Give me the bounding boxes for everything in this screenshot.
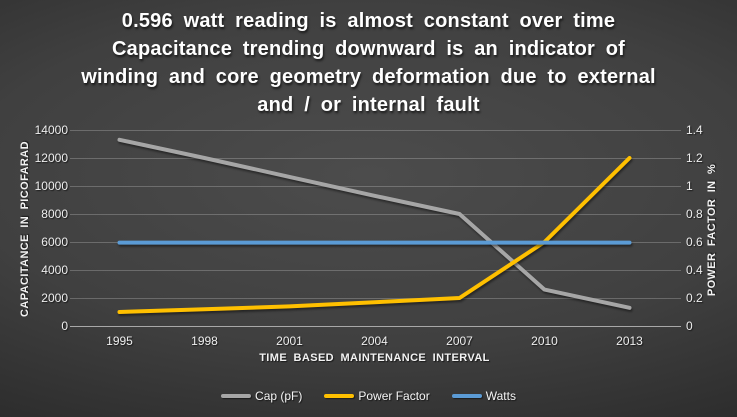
chart-title-line-2: Capacitance trending downward is an indi… bbox=[112, 38, 625, 60]
y-right-tick-label: 1.4 bbox=[686, 123, 703, 137]
x-tick-label: 2013 bbox=[616, 334, 643, 348]
x-tick-label: 2001 bbox=[276, 334, 303, 348]
legend-item-watts: Watts bbox=[451, 389, 516, 403]
series-line-power-factor bbox=[117, 156, 632, 314]
legend-swatch-cap-icon bbox=[221, 394, 252, 398]
legend-swatch-power-factor-icon bbox=[324, 394, 355, 398]
chart-title: 0.596 watt reading is almost constant ov… bbox=[0, 7, 737, 119]
y-left-tick-label: 4000 bbox=[41, 263, 68, 277]
y-left-tick-label: 8000 bbox=[41, 207, 68, 221]
x-axis-title: TIME BASED MAINTENANCE INTERVAL bbox=[259, 352, 490, 364]
chart-legend: Cap (pF) Power Factor Watts bbox=[0, 389, 737, 403]
x-tick-label: 1995 bbox=[106, 334, 133, 348]
x-tick-label: 2004 bbox=[361, 334, 388, 348]
y-right-tick-label: 0.8 bbox=[686, 207, 703, 221]
y-right-tick-label: 0 bbox=[686, 319, 693, 333]
y-left-tick-label: 10000 bbox=[34, 179, 68, 193]
chart-title-line-3: winding and core geometry deformation du… bbox=[81, 66, 656, 88]
y-left-tick-label: 12000 bbox=[34, 151, 68, 165]
legend-label-power-factor: Power Factor bbox=[358, 389, 430, 403]
series-line-cap-pf bbox=[117, 137, 632, 310]
y-left-tick-label: 0 bbox=[61, 319, 68, 333]
y-right-tick-label: 0.2 bbox=[686, 291, 703, 305]
y-right-tick-label: 0.6 bbox=[686, 235, 703, 249]
y-left-tick-label: 2000 bbox=[41, 291, 68, 305]
y-right-tick-label: 0.4 bbox=[686, 263, 703, 277]
y-left-tick-label: 14000 bbox=[34, 123, 68, 137]
y-right-tick-label: 1.2 bbox=[686, 151, 703, 165]
y-right-tick-label: 1 bbox=[686, 179, 693, 193]
x-tick-label: 1998 bbox=[191, 334, 218, 348]
legend-label-cap: Cap (pF) bbox=[255, 389, 303, 403]
legend-item-power-factor: Power Factor bbox=[324, 389, 430, 403]
chart-title-line-1: 0.596 watt reading is almost constant ov… bbox=[121, 10, 616, 32]
legend-item-cap: Cap (pF) bbox=[221, 389, 302, 403]
legend-swatch-watts-icon bbox=[451, 394, 482, 398]
legend-label-watts: Watts bbox=[485, 389, 516, 403]
y-left-tick-label: 6000 bbox=[41, 235, 68, 249]
x-tick-label: 2010 bbox=[531, 334, 558, 348]
chart-title-line-4: and / or internal fault bbox=[257, 94, 480, 116]
x-tick-label: 2007 bbox=[446, 334, 473, 348]
